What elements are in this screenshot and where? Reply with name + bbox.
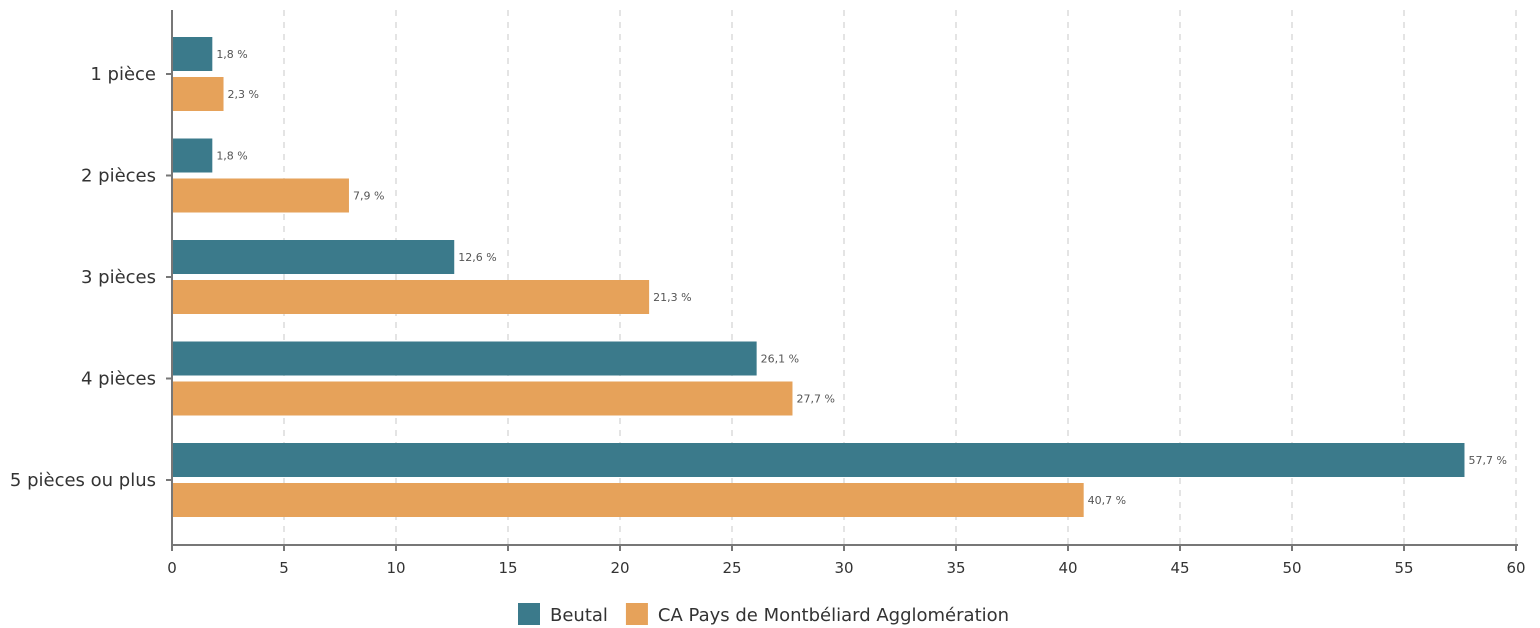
x-tick-label: 50: [1282, 559, 1301, 577]
data-label: 26,1 %: [761, 353, 799, 366]
legend-swatch: [625, 603, 648, 625]
category-label: 2 pièces: [81, 166, 156, 187]
data-label: 2,3 %: [228, 88, 259, 101]
bar-series2-0: [172, 77, 224, 111]
x-tick-label: 30: [834, 559, 853, 577]
x-tick-label: 40: [1058, 559, 1077, 577]
x-tick-label: 55: [1394, 559, 1413, 577]
bar-series2-2: [172, 280, 650, 314]
data-label: 1,8 %: [216, 150, 247, 163]
axes: [166, 10, 1518, 551]
legend-swatch: [518, 603, 540, 625]
data-label: 1,8 %: [216, 48, 247, 61]
bar-series1-4: [172, 443, 1465, 477]
category-label: 1 pièce: [90, 64, 156, 85]
legend-label: Beutal: [550, 605, 608, 626]
legend-label: CA Pays de Montbéliard Agglomération: [658, 605, 1009, 626]
bar-series1-3: [172, 341, 757, 376]
x-tick-label: 5: [279, 559, 289, 577]
bar-series2-3: [172, 381, 793, 416]
legend: Beutal CA Pays de Montbéliard Agglomérati…: [518, 603, 1009, 626]
x-tick-label: 25: [722, 559, 741, 577]
x-tick-label: 20: [610, 559, 629, 577]
x-tick-label: 35: [946, 559, 965, 577]
x-tick-label: 10: [386, 559, 405, 577]
bar-series1-1: [172, 138, 213, 173]
labels: 0 5 10 15 20 25 30 35 40 45 50 55 60 1,8 % 2,3 % 1 pièc…: [10, 48, 1526, 577]
category-label: 3 pièces: [81, 267, 156, 288]
category-label: 5 pièces ou plus: [10, 470, 156, 491]
bar-series2-1: [172, 178, 349, 213]
x-tick-label: 60: [1506, 559, 1525, 577]
x-tick-label: 0: [167, 559, 177, 577]
data-label: 40,7 %: [1088, 494, 1126, 507]
category-label: 4 pièces: [81, 369, 156, 390]
data-label: 12,6 %: [458, 251, 496, 264]
x-tick-label: 15: [498, 559, 517, 577]
bars: [172, 37, 1465, 517]
x-tick-label: 45: [1170, 559, 1189, 577]
data-label: 27,7 %: [796, 393, 834, 406]
bar-series1-0: [172, 37, 213, 71]
data-label: 7,9 %: [353, 190, 384, 203]
bar-series2-4: [172, 483, 1084, 517]
data-label: 57,7 %: [1468, 454, 1506, 467]
data-label: 21,3 %: [653, 291, 691, 304]
bar-series1-2: [172, 240, 455, 274]
